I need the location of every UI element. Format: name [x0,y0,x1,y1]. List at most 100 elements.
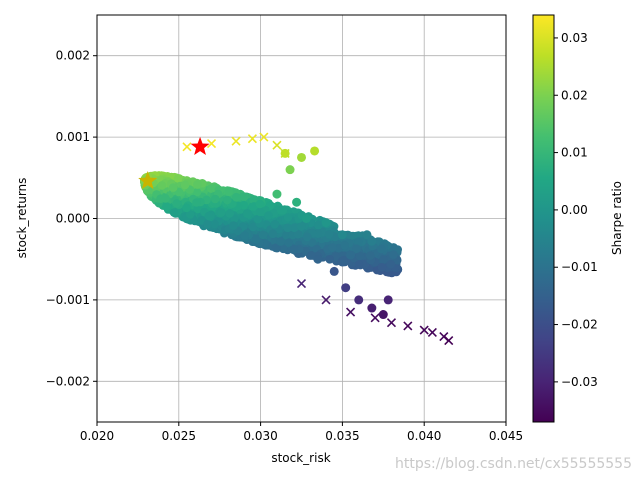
colorbar-tick-label: −0.02 [561,318,598,332]
plot-area: 0.020 0.025 0.030 0.035 0.040 0.045 −0.002 −0.… [46,14,523,443]
x-marker-point [321,295,331,305]
portfolio-dot [224,187,233,197]
portfolio-dot [252,235,261,244]
circle-marker-point [383,295,393,305]
circle-marker-point [285,165,295,175]
colorbar: −0.03 −0.02 −0.01 0.00 0.01 0.02 0.03 Sharpe r… [532,14,624,423]
x-marker-point [259,132,269,142]
portfolio-dot [386,259,396,269]
colorbar-gradient [532,14,555,423]
circle-marker-point [362,230,372,240]
x-marker-point [206,139,217,149]
portfolio-dot [255,199,265,209]
y-tick-label: −0.001 [46,293,90,307]
circle-marker-point [321,218,331,228]
portfolio-dot [192,198,201,207]
circle-marker-point [329,266,339,276]
portfolio-dot [283,223,292,233]
circle-marker-point [280,148,290,158]
x-tick-label: 0.035 [325,429,359,443]
x-axis-ticks: 0.020 0.025 0.030 0.035 0.040 0.045 [80,422,523,443]
portfolio-dot [355,251,365,261]
portfolio-dot [253,214,263,224]
portfolio-dot [328,243,337,252]
portfolio-dot [169,208,179,217]
portfolio-dot [248,222,258,232]
portfolio-dot [290,223,299,232]
portfolio-dot [307,251,316,260]
portfolio-dot [270,220,280,229]
circle-marker-point [310,146,320,156]
portfolio-dot [223,195,232,205]
portfolio-dot [289,245,299,254]
y-axis-label: stock_returns [15,178,29,259]
circle-marker-point [313,254,323,264]
portfolio-dot [172,199,181,208]
colorbar-tick-label: 0.02 [561,88,588,102]
colorbar-tick-label: 0.00 [561,203,588,217]
portfolio-dot [239,192,249,201]
portfolio-dot [240,231,249,240]
x-marker-point [427,327,437,338]
portfolio-dot [204,211,214,221]
star-marker-point [138,171,158,190]
colorbar-tick-label: 0.01 [561,146,588,160]
x-axis-label: stock_risk [271,451,330,465]
portfolio-dot [229,221,238,230]
portfolio-dot [243,209,253,218]
portfolio-dot [203,220,212,229]
y-tick-label: 0.002 [56,49,90,63]
x-tick-label: 0.040 [407,429,441,443]
circle-marker-point [346,250,356,260]
scatter-points [138,132,454,346]
portfolio-dot [185,210,195,219]
portfolio-dot [157,181,167,190]
portfolio-dot [168,183,178,192]
circle-marker-point [367,236,377,246]
portfolio-dot [180,180,190,190]
x-tick-label: 0.025 [162,429,196,443]
portfolio-dot [339,255,348,265]
x-marker-point [231,136,241,146]
x-marker-point [272,140,282,150]
portfolio-dot [193,204,203,214]
portfolio-dot [249,195,258,205]
circle-marker-point [378,310,388,320]
portfolio-dot [162,202,171,211]
portfolio-dot [346,231,356,241]
colorbar-label: Sharpe ratio [610,181,624,255]
circle-marker-point [341,283,351,293]
portfolio-dot [255,207,265,217]
portfolio-dot [293,229,303,239]
portfolio-dot [217,208,226,217]
portfolio-dot [379,255,389,264]
x-tick-label: 0.030 [243,429,277,443]
x-marker-point [386,318,397,328]
portfolio-dot [161,194,170,203]
y-axis-ticks: −0.002 −0.001 0.000 0.001 0.002 [46,49,97,388]
portfolio-dot [296,222,306,231]
portfolio-dot [271,243,281,253]
portfolio-dot [232,192,241,202]
colorbar-tick-label: 0.03 [561,31,588,45]
circle-marker-point [337,230,347,240]
x-marker-point [444,336,454,346]
y-tick-label: −0.002 [46,374,90,388]
portfolio-dot [324,230,334,239]
circle-marker-point [301,214,311,223]
x-marker-point [182,142,192,152]
circle-marker-point [297,152,306,162]
portfolio-dot [282,231,291,240]
portfolio-dot [225,209,235,218]
portfolio-dot [302,232,312,242]
x-tick-label: 0.045 [489,429,523,443]
portfolio-dot [193,180,202,189]
x-marker-point [346,307,356,317]
portfolio-dot [389,250,398,259]
y-tick-label: 0.001 [56,130,90,144]
portfolio-dot [268,229,278,239]
watermark: https://blog.csdn.net/cx55555555 [395,456,632,472]
portfolio-dot [377,263,387,272]
x-tick-label: 0.020 [80,429,114,443]
